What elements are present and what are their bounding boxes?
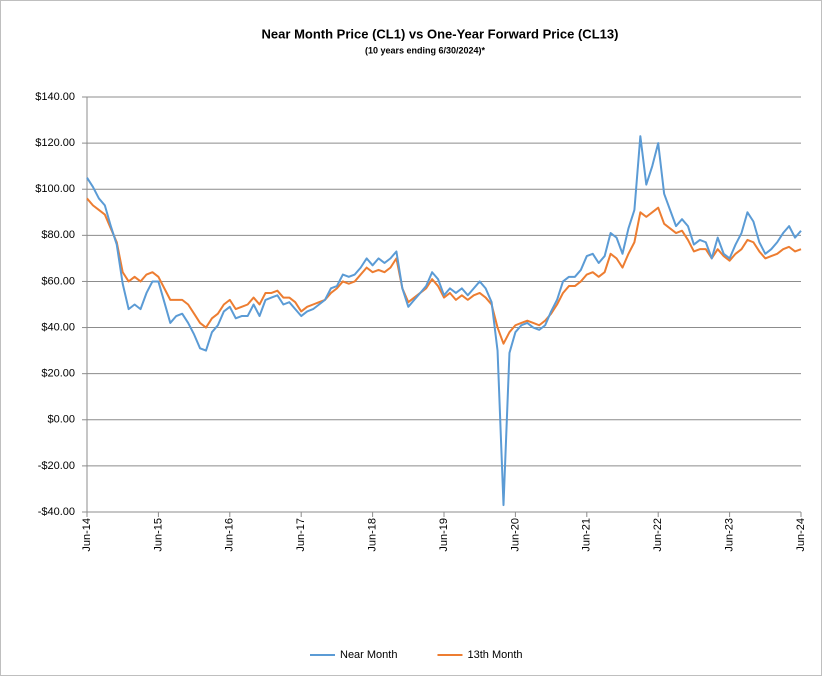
y-tick-label: $20.00 [41, 368, 75, 380]
series-line [86, 135, 802, 507]
y-tick-label: -$40.00 [38, 506, 75, 518]
y-tick-label: $60.00 [41, 275, 75, 287]
y-tick-label: $0.00 [47, 414, 75, 426]
series-line [86, 197, 802, 345]
x-tick-label: Jun-23 [724, 518, 736, 552]
x-tick-label: Jun-17 [295, 518, 307, 552]
y-tick-label: $40.00 [41, 321, 75, 333]
y-tick-label: $80.00 [41, 229, 75, 241]
y-tick-label: $120.00 [35, 137, 75, 149]
x-tick-label: Jun-22 [652, 518, 664, 552]
y-tick-label: $140.00 [35, 91, 75, 103]
legend-label: Near Month [340, 649, 397, 661]
chart-subtitle: (10 years ending 6/30/2024)* [365, 45, 486, 55]
chart-title: Near Month Price (CL1) vs One-Year Forwa… [262, 26, 619, 41]
legend-label: 13th Month [467, 649, 522, 661]
x-tick-label: Jun-16 [224, 518, 236, 552]
y-tick-label: -$20.00 [38, 460, 75, 472]
x-tick-label: Jun-15 [152, 518, 164, 552]
y-tick-label: $100.00 [35, 183, 75, 195]
x-tick-label: Jun-18 [367, 518, 379, 552]
x-tick-label: Jun-20 [509, 518, 521, 552]
x-tick-label: Jun-14 [81, 518, 93, 552]
x-tick-label: Jun-19 [438, 518, 450, 552]
x-tick-label: Jun-24 [795, 518, 807, 552]
x-tick-label: Jun-21 [581, 518, 593, 552]
